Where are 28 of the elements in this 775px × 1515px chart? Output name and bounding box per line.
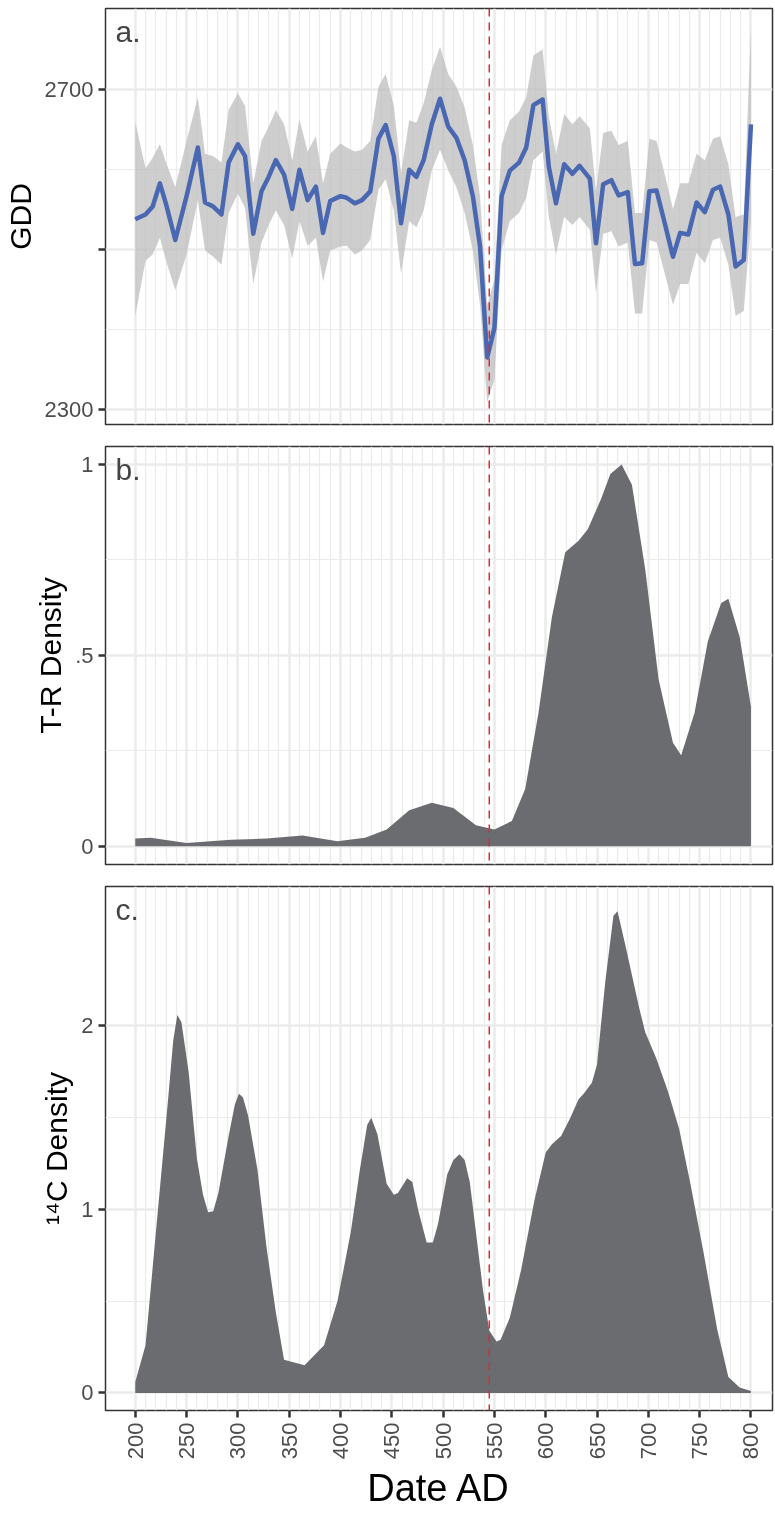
x-tick-label: 300 <box>225 1422 251 1460</box>
y-tick-label: 2 <box>81 1013 94 1039</box>
x-tick-label: 650 <box>584 1422 610 1460</box>
y-tick-label: 2700 <box>44 77 94 103</box>
y-axis-title: ¹⁴C Density <box>40 1072 74 1225</box>
y-axis-title: T-R Density <box>34 577 68 734</box>
x-tick-label: 600 <box>533 1422 559 1460</box>
x-tick-label: 750 <box>687 1422 713 1460</box>
x-tick-label: 250 <box>174 1422 200 1460</box>
y-tick-label: 1 <box>81 1196 94 1222</box>
y-tick-label: 0 <box>81 1380 94 1406</box>
y-tick-label: 0 <box>81 833 94 859</box>
y-tick-label: 1 <box>81 451 94 477</box>
x-axis-title: Date AD <box>367 1467 509 1510</box>
x-tick-label: 350 <box>276 1422 302 1460</box>
annotation: a. <box>115 14 141 48</box>
annotation: c. <box>115 892 139 926</box>
y-tick-label: 2300 <box>44 396 94 422</box>
annotation: b. <box>115 452 141 486</box>
x-tick-label: 550 <box>481 1422 507 1460</box>
x-tick-label: 700 <box>635 1422 661 1460</box>
y-axis-title: GDD <box>3 183 37 250</box>
x-tick-label: 500 <box>430 1422 456 1460</box>
x-tick-label: 400 <box>327 1422 353 1460</box>
x-tick-label: 200 <box>122 1422 148 1460</box>
x-tick-label: 800 <box>738 1422 764 1460</box>
x-tick-label: 450 <box>379 1422 405 1460</box>
y-tick-label: .5 <box>75 642 94 668</box>
